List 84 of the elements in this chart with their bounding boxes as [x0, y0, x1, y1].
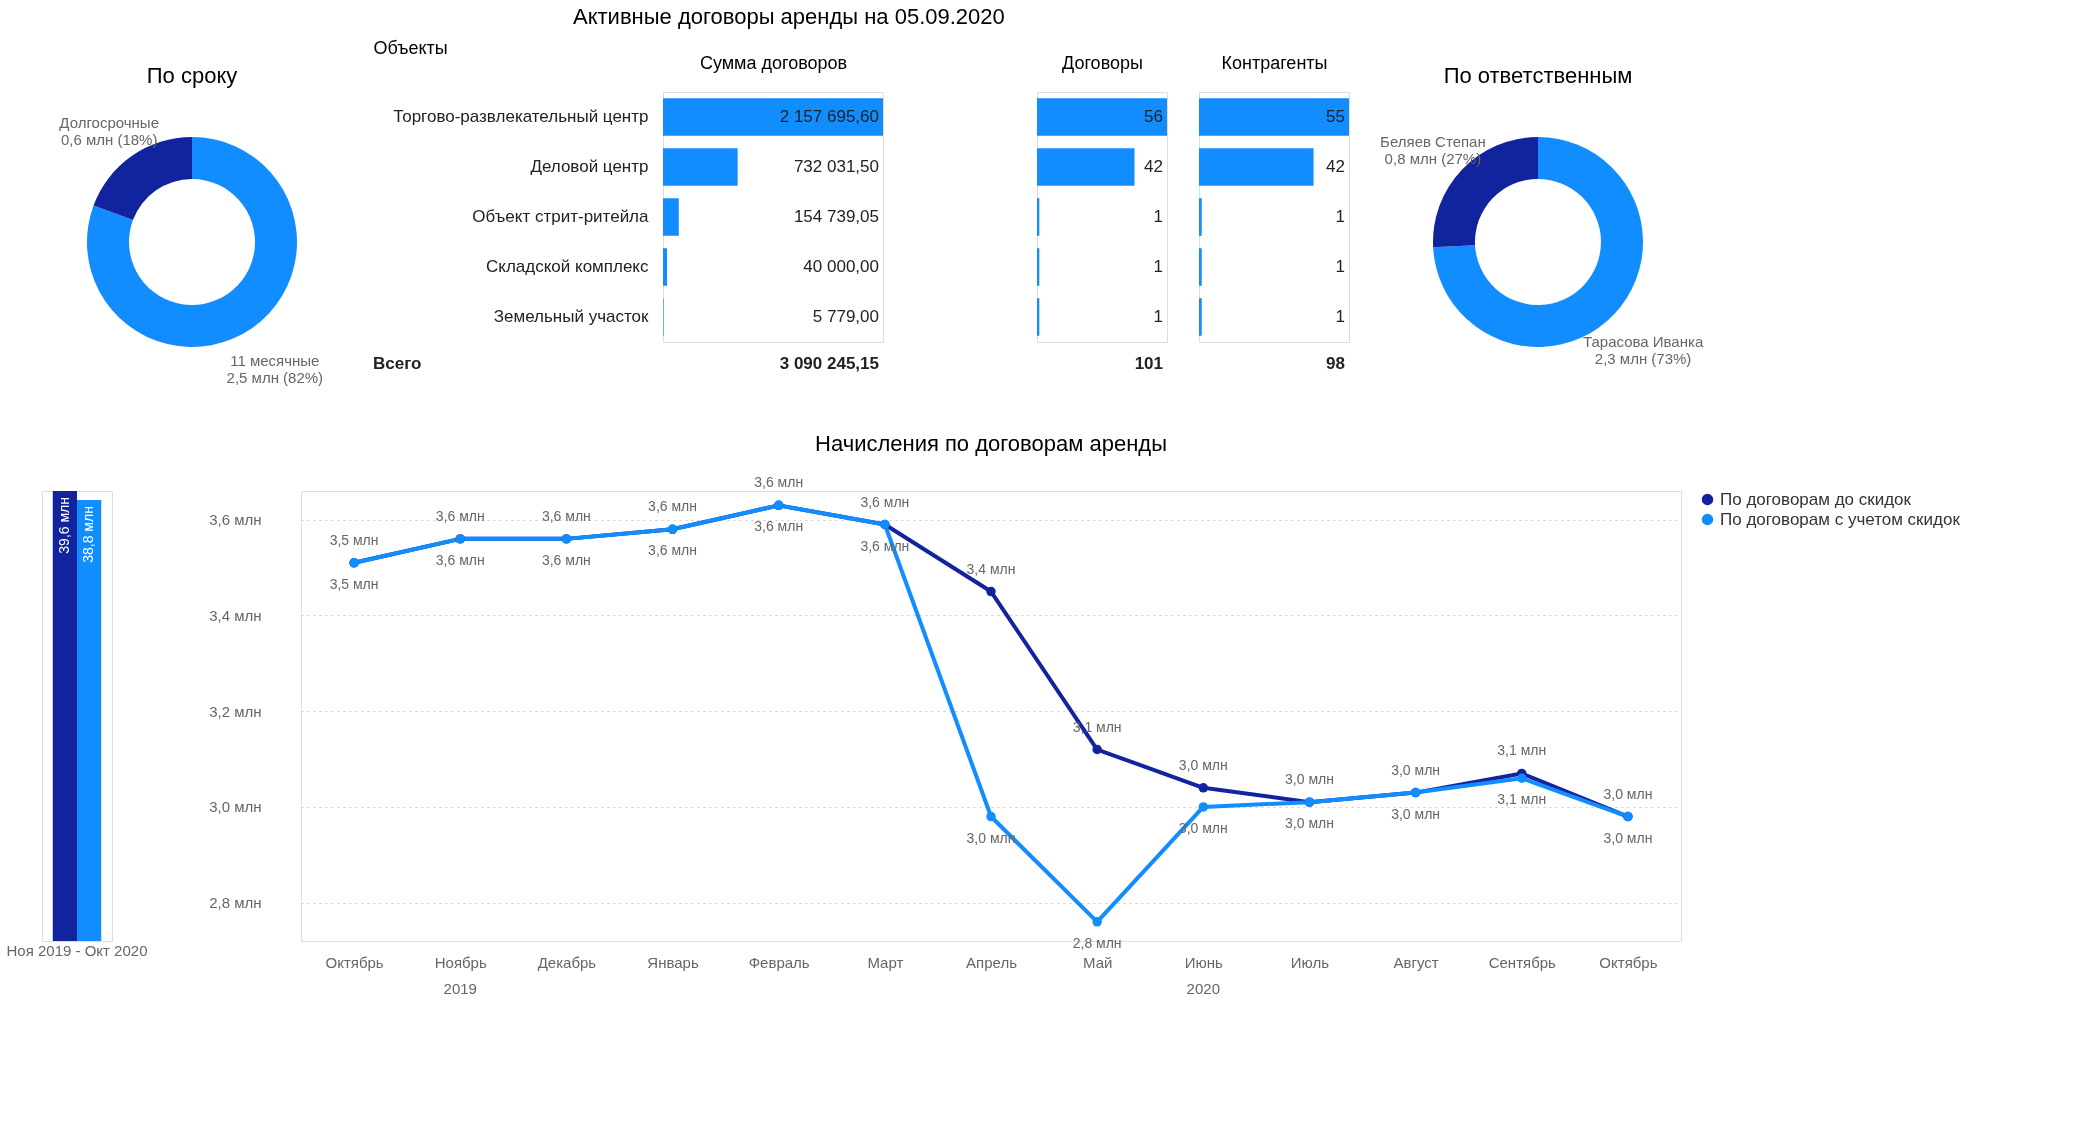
x-tick-label: Август	[1393, 953, 1439, 971]
data-label: 3,1 млн	[1497, 791, 1547, 808]
y-tick-label: Объект стрит-ритейла	[472, 207, 650, 226]
slice-label: Тарасова Иванка	[1582, 332, 1704, 350]
slice-label: Беляев Степан	[1380, 133, 1486, 151]
data-label: 3,0 млн	[1391, 805, 1441, 822]
text: 98	[1326, 354, 1345, 373]
data-label: 154 739,05	[793, 207, 879, 226]
data-label: 55	[1326, 107, 1345, 126]
chart-title: По ответственным	[1443, 63, 1633, 88]
data-label: 3,6 млн	[754, 518, 804, 535]
data-label: 3,6 млн	[754, 474, 804, 491]
data-label: 42	[1326, 157, 1345, 176]
x-tick-label: Декабрь	[537, 953, 597, 971]
data-label: 3,0 млн	[1285, 771, 1334, 788]
y-tick-label: 3,2 млн	[209, 702, 262, 720]
data-label: 3,1 млн	[1497, 742, 1547, 759]
y-axis-title: Объекты	[373, 37, 448, 58]
data-label: 42	[1144, 157, 1163, 176]
data-label: 2 157 695,60	[779, 107, 879, 126]
data-label: 3,6 млн	[435, 551, 485, 568]
data-label: 56	[1144, 107, 1163, 126]
y-tick-label: Деловой центр	[530, 157, 649, 176]
legend-label: По договорам с учетом скидок	[1720, 509, 1961, 529]
y-tick-label: 3,4 млн	[209, 606, 262, 624]
data-label: 3,5 млн	[329, 531, 379, 548]
data-label: 2,8 млн	[1072, 934, 1122, 951]
slice-label: 11 месячные	[230, 352, 320, 370]
data-label: 3,6 млн	[860, 493, 910, 510]
data-label: 1	[1153, 207, 1163, 226]
data-label: 3,6 млн	[648, 542, 697, 559]
y-tick-label: Земельный участок	[493, 307, 650, 326]
text: 101	[1134, 354, 1163, 373]
data-label: 38,8 млн	[80, 506, 97, 563]
y-tick-label: 3,6 млн	[209, 511, 262, 529]
x-axis-title: Договоры	[1062, 52, 1143, 73]
y-tick-label: Складской комплекс	[486, 257, 649, 276]
text: 2020	[1186, 980, 1220, 997]
x-tick-label: Февраль	[748, 953, 810, 971]
x-tick-label: Октябрь	[325, 953, 384, 971]
data-label: 3,5 млн	[329, 575, 379, 592]
data-label: 0,6 млн (18%)	[60, 130, 158, 148]
x-tick-label: Сентябрь	[1488, 953, 1557, 971]
data-label: 3,6 млн	[435, 507, 485, 524]
data-label: 3,6 млн	[648, 498, 697, 515]
data-label: 3,0 млн	[1603, 785, 1653, 802]
x-tick-label: Январь	[647, 953, 699, 971]
data-label: 1	[1335, 257, 1345, 276]
data-label: 1	[1153, 257, 1163, 276]
data-label: 3,4 млн	[966, 560, 1016, 577]
text: 2019	[443, 980, 477, 997]
data-label: 3,0 млн	[1603, 829, 1653, 846]
x-tick-label: Июль	[1290, 953, 1330, 971]
chart-title: Начисления по договорам аренды	[815, 431, 1167, 457]
x-tick-label: Апрель	[966, 953, 1018, 971]
x-tick-label: Ноябрь	[434, 953, 487, 971]
text: Всего	[373, 354, 422, 373]
x-tick-label: Май	[1082, 953, 1113, 971]
y-tick-label: 3,0 млн	[209, 798, 262, 816]
data-label: 3,0 млн	[1178, 756, 1228, 773]
data-label: 1	[1335, 307, 1345, 326]
data-label: 732 031,50	[793, 157, 879, 176]
y-tick-label: 2,8 млн	[209, 894, 262, 912]
data-label: 3,0 млн	[1391, 761, 1441, 778]
text: 3 090 245,15	[779, 354, 879, 373]
data-label: 1	[1153, 307, 1163, 326]
x-tick-label: Июнь	[1184, 953, 1224, 971]
chart-title: По сроку	[146, 63, 238, 88]
x-axis-title: Сумма договоров	[699, 52, 848, 73]
data-label: 1	[1335, 207, 1345, 226]
y-tick-label: Торгово-развлекательный центр	[393, 107, 649, 126]
slice-label: Долгосрочные	[59, 113, 159, 131]
data-label: 2,3 млн (73%)	[1594, 349, 1692, 367]
legend-label: По договорам до скидок	[1720, 489, 1912, 509]
data-label: 5 779,00	[812, 307, 879, 326]
data-label: 2,5 млн (82%)	[226, 369, 324, 387]
data-label: 3,0 млн	[1285, 815, 1334, 832]
x-axis-title: Контрагенты	[1221, 52, 1328, 73]
x-tick-label: Октябрь	[1599, 953, 1658, 971]
x-tick-label: Март	[867, 953, 904, 971]
data-label: 39,6 млн	[55, 497, 72, 554]
chart-title: Активные договоры аренды на 05.09.2020	[573, 4, 1005, 29]
x-tick-label: Ноя 2019 - Окт 2020	[6, 941, 148, 959]
data-label: 40 000,00	[803, 257, 879, 276]
